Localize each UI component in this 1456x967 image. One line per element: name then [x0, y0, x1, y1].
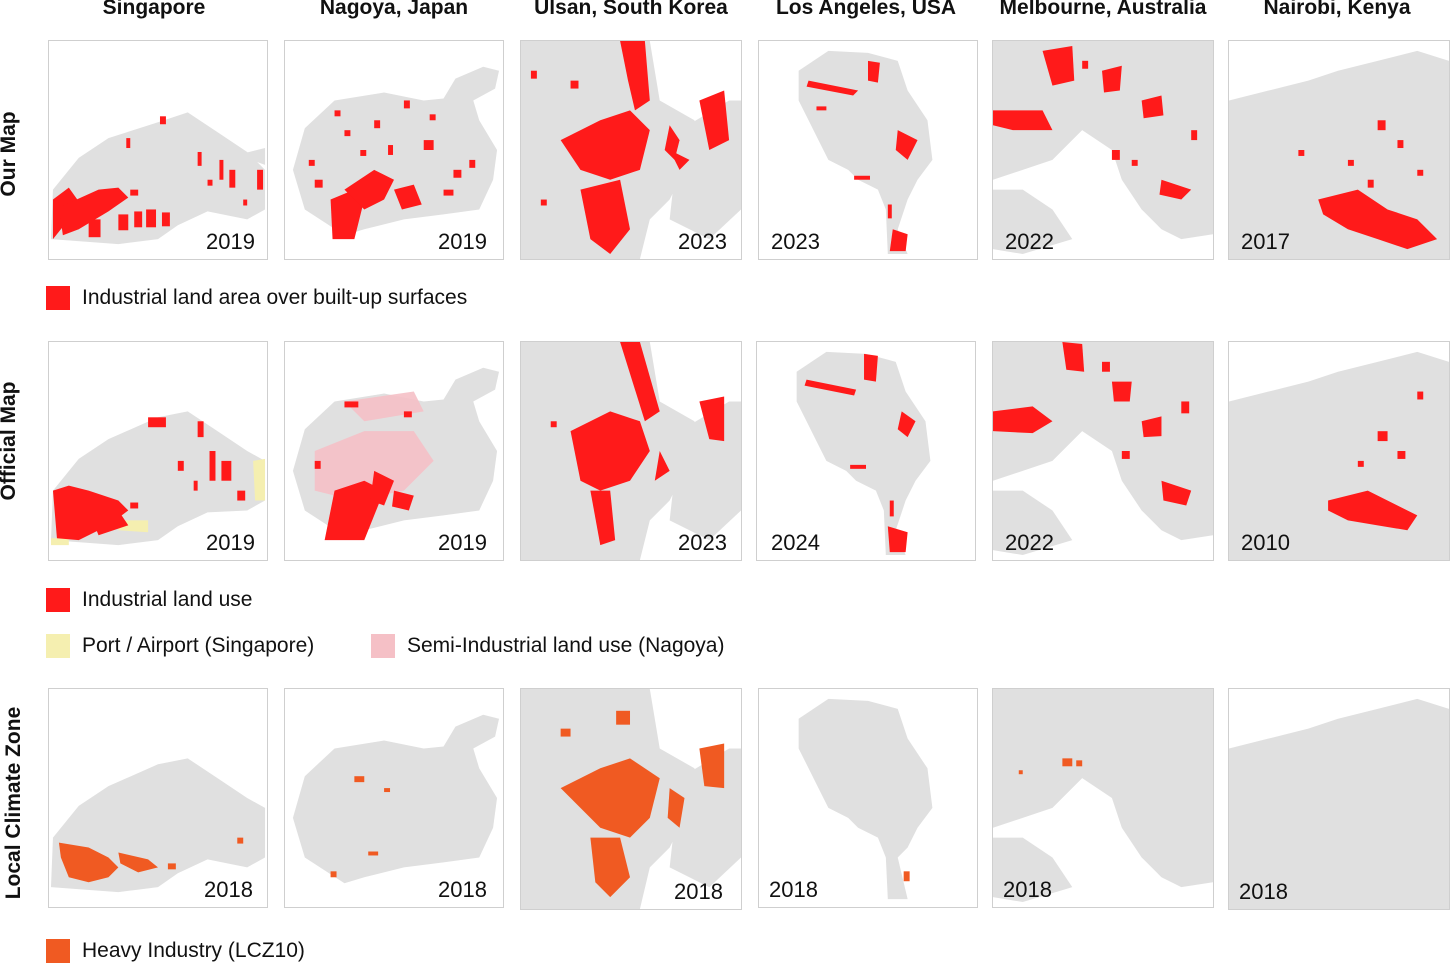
map-panel-official-los-angeles: 2024 [756, 341, 976, 561]
map-nagoya-official [292, 367, 500, 541]
map-panel-our-melbourne: 2022 [992, 40, 1214, 260]
legend-swatch-yellow [46, 634, 70, 658]
legend-label: Industrial land use [82, 588, 253, 611]
row-label-our-map: Our Map [0, 111, 20, 197]
year-label: 2022 [1005, 229, 1054, 254]
map-nairobi-official [1229, 351, 1449, 560]
map-la-lcz [798, 698, 933, 900]
map-ulsan-our [521, 41, 741, 259]
year-label: 2018 [674, 879, 723, 904]
map-panel-our-nairobi: 2017 [1228, 40, 1450, 260]
year-label: 2019 [206, 229, 255, 254]
map-ulsan-official [521, 342, 741, 560]
map-la-official [796, 351, 931, 556]
map-ulsan-lcz [521, 689, 741, 909]
legend-label: Industrial land area over built-up surfa… [82, 286, 468, 309]
city-header-singapore: Singapore [102, 0, 206, 19]
year-label: 2019 [438, 530, 487, 555]
legend-industrial-built-up: Industrial land area over built-up surfa… [46, 286, 467, 310]
map-panel-our-los-angeles: 2023 [758, 40, 978, 260]
legend-industrial-land-use: Industrial land use [46, 588, 252, 612]
map-panel-official-singapore: 2019 [48, 341, 268, 561]
legend-swatch-orange [46, 939, 70, 963]
year-label: 2023 [678, 530, 727, 555]
map-singapore-official [50, 411, 266, 546]
legend-swatch-red [46, 588, 70, 612]
legend-label: Heavy Industry (LCZ10) [82, 939, 305, 962]
map-melbourne-lcz [993, 689, 1213, 907]
year-label: 2018 [769, 877, 818, 902]
legend-heavy-industry: Heavy Industry (LCZ10) [46, 939, 305, 963]
row-label-official-map: Official Map [0, 381, 20, 501]
map-singapore-our [50, 112, 266, 245]
city-header-ulsan: Ulsan, South Korea [534, 0, 728, 19]
year-label: 2018 [1239, 879, 1288, 904]
legend-label: Semi-Industrial land use (Nagoya) [407, 634, 725, 657]
year-label: 2024 [771, 530, 820, 555]
legend-swatch-pink [371, 634, 395, 658]
map-panel-lcz-nairobi: 2018 [1228, 688, 1450, 910]
year-label: 2019 [438, 229, 487, 254]
map-melbourne-official [993, 342, 1213, 560]
city-header-melbourne: Melbourne, Australia [999, 0, 1207, 19]
map-panel-lcz-los-angeles: 2018 [758, 688, 978, 908]
map-panel-lcz-nagoya: 2018 [284, 688, 504, 908]
map-panel-our-nagoya: 2019 [284, 40, 504, 260]
row-label-local-climate-zone: Local Climate Zone [2, 706, 25, 900]
map-la-our [798, 50, 933, 255]
legend-swatch-red [46, 286, 70, 310]
map-singapore-lcz [50, 758, 266, 893]
map-panel-our-singapore: 2019 [48, 40, 268, 260]
city-header-nairobi: Nairobi, Kenya [1263, 0, 1411, 19]
year-label: 2018 [204, 877, 253, 902]
map-panel-official-ulsan: 2023 [520, 341, 742, 561]
legend-label: Port / Airport (Singapore) [82, 634, 315, 657]
map-nairobi-lcz [1229, 698, 1449, 909]
year-label: 2022 [1005, 530, 1054, 555]
city-header-los-angeles: Los Angeles, USA [775, 0, 957, 19]
map-nairobi-our [1229, 50, 1449, 259]
map-panel-official-melbourne: 2022 [992, 341, 1214, 561]
map-melbourne-our [993, 41, 1213, 259]
map-panel-lcz-ulsan: 2018 [520, 688, 742, 910]
map-panel-our-ulsan: 2023 [520, 40, 742, 260]
year-label: 2017 [1241, 229, 1290, 254]
map-panel-lcz-singapore: 2018 [48, 688, 268, 908]
year-label: 2019 [206, 530, 255, 555]
map-panel-official-nairobi: 2010 [1228, 341, 1450, 561]
year-label: 2018 [1003, 877, 1052, 902]
map-nagoya-our [292, 66, 500, 240]
legend-semi-industrial: Semi-Industrial land use (Nagoya) [371, 634, 724, 658]
city-header-nagoya: Nagoya, Japan [319, 0, 469, 19]
map-panel-lcz-melbourne: 2018 [992, 688, 1214, 908]
map-nagoya-lcz [292, 714, 500, 884]
map-panel-official-nagoya: 2019 [284, 341, 504, 561]
legend-port-airport: Port / Airport (Singapore) [46, 634, 314, 658]
year-label: 2023 [771, 229, 820, 254]
year-label: 2018 [438, 877, 487, 902]
year-label: 2010 [1241, 530, 1290, 555]
year-label: 2023 [678, 229, 727, 254]
